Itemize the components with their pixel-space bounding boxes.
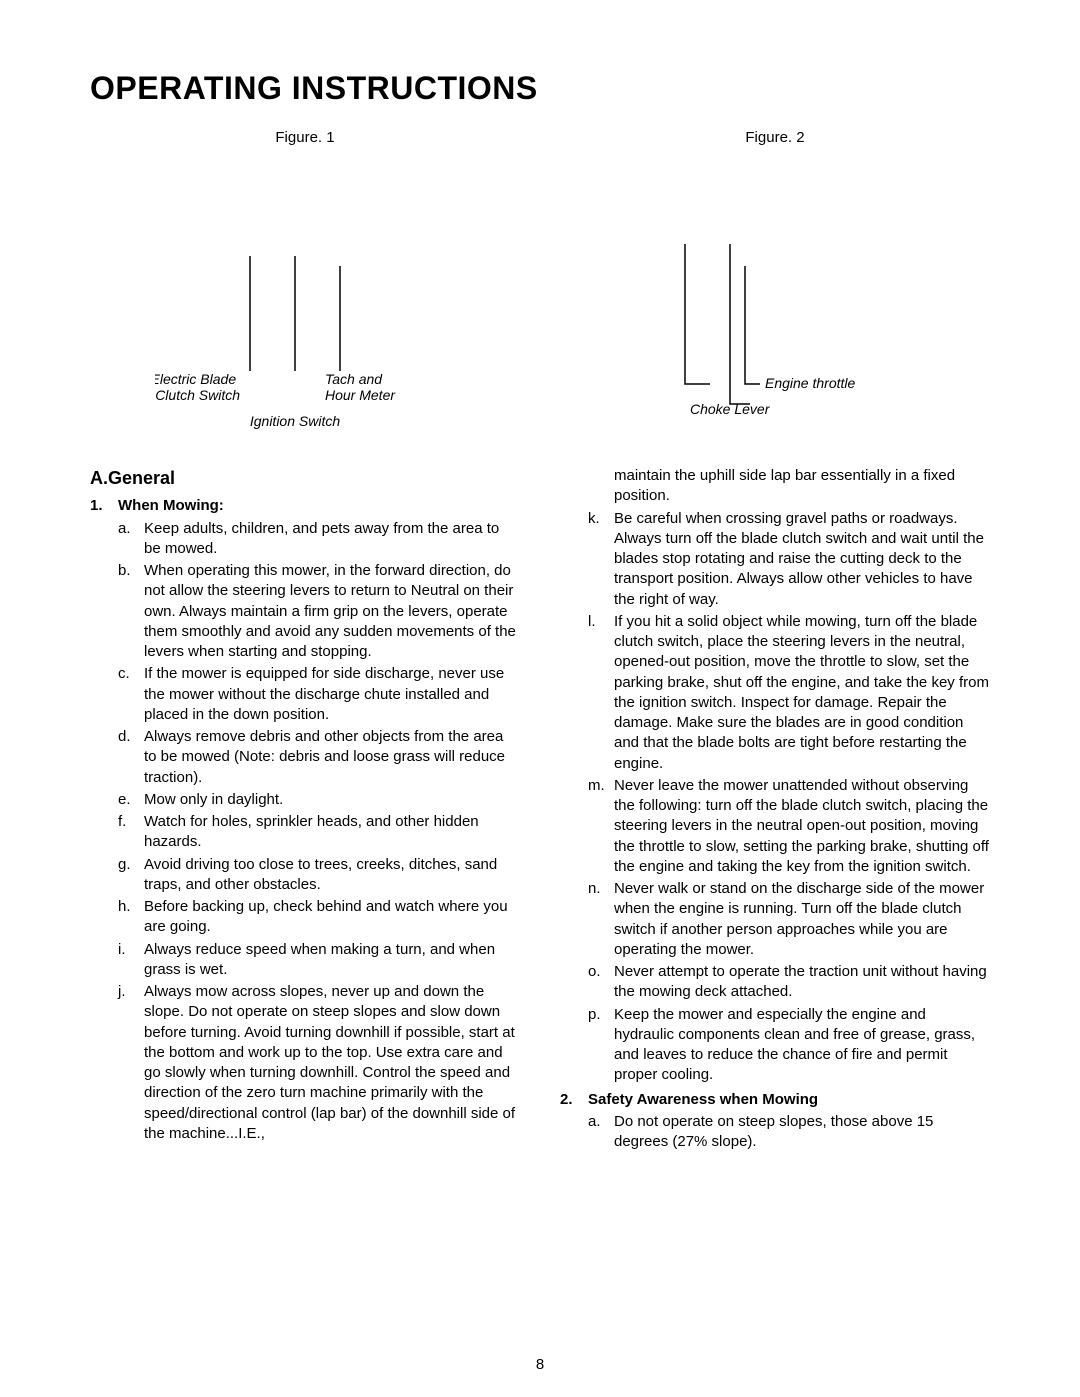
item-1-sublist-cont: k.Be careful when crossing gravel paths … — [588, 509, 990, 1086]
item-2a: a.Do not operate on steep slopes, those … — [614, 1112, 990, 1153]
svg-text:Tach and Hour Mete: Tach and Hour Meter — [325, 371, 396, 403]
item-1f: f.Watch for holes, sprinkler heads, and … — [144, 812, 520, 853]
document-page: OPERATING INSTRUCTIONS Figure. 1 Electri… — [0, 0, 1080, 1397]
figure-1-caption: Figure. 1 — [275, 129, 334, 146]
item-1m: m.Never leave the mower unattended witho… — [614, 776, 990, 877]
column-left: A.General 1. When Mowing: a.Keep adults,… — [90, 466, 520, 1156]
item-1i: i.Always reduce speed when making a turn… — [144, 940, 520, 981]
item-1: 1. When Mowing: a.Keep adults, children,… — [118, 496, 520, 1144]
fig1-label-ignition: Ignition Switch — [250, 413, 340, 429]
numbered-list-1-cont: k.Be careful when crossing gravel paths … — [560, 509, 990, 1153]
item-2-number: 2. — [560, 1090, 573, 1110]
figure-2: Figure. 2 Engine throttle Choke Lever — [560, 129, 990, 436]
item-1o: o.Never attempt to operate the traction … — [614, 962, 990, 1003]
page-number: 8 — [0, 1356, 1080, 1373]
item-1j-continuation: maintain the uphill side lap bar essenti… — [560, 466, 990, 507]
item-1l: l.If you hit a solid object while mowing… — [614, 612, 990, 774]
item-2-title: Safety Awareness when Mowing — [588, 1091, 818, 1108]
numbered-list-1: 1. When Mowing: a.Keep adults, children,… — [90, 496, 520, 1144]
body-columns: A.General 1. When Mowing: a.Keep adults,… — [90, 466, 990, 1156]
figure-1-diagram: Electric Blade Clutch Switch Tach and Ho… — [90, 156, 520, 436]
item-1j: j.Always mow across slopes, never up and… — [144, 982, 520, 1144]
column-right: maintain the uphill side lap bar essenti… — [560, 466, 990, 1156]
item-1d: d.Always remove debris and other objects… — [144, 727, 520, 788]
svg-text:Electric Blade Clu: Electric Blade Clutch Switch — [155, 371, 240, 403]
fig1-label-electric-blade-2: Clutch Switch — [155, 387, 240, 403]
item-1e: e.Mow only in daylight. — [144, 790, 520, 810]
item-1c: c.If the mower is equipped for side disc… — [144, 664, 520, 725]
item-2-sublist: a.Do not operate on steep slopes, those … — [588, 1112, 990, 1153]
fig2-label-engine-throttle: Engine throttle — [765, 375, 855, 391]
figure-1: Figure. 1 Electric Blade Clutch Switch T… — [90, 129, 520, 436]
item-1-sublist: a.Keep adults, children, and pets away f… — [118, 519, 520, 1145]
figure-2-diagram: Engine throttle Choke Lever — [560, 156, 990, 436]
item-2: 2. Safety Awareness when Mowing a.Do not… — [588, 1090, 990, 1153]
item-1-cont: k.Be careful when crossing gravel paths … — [588, 509, 990, 1086]
item-1-number: 1. — [90, 496, 103, 516]
fig1-label-tach-2: Hour Meter — [325, 387, 396, 403]
item-1-title: When Mowing: — [118, 497, 224, 514]
item-1k: k.Be careful when crossing gravel paths … — [614, 509, 990, 610]
item-1n: n.Never walk or stand on the discharge s… — [614, 879, 990, 960]
figure-2-caption: Figure. 2 — [745, 129, 804, 146]
fig2-label-choke-lever: Choke Lever — [690, 401, 771, 417]
item-1p: p.Keep the mower and especially the engi… — [614, 1005, 990, 1086]
item-1h: h.Before backing up, check behind and wa… — [144, 897, 520, 938]
item-1a: a.Keep adults, children, and pets away f… — [144, 519, 520, 560]
section-a-heading: A.General — [90, 466, 520, 490]
fig1-label-tach-1: Tach and — [325, 371, 383, 387]
fig1-label-electric-blade-1: Electric Blade — [155, 371, 236, 387]
page-title: OPERATING INSTRUCTIONS — [90, 70, 990, 107]
item-1b: b.When operating this mower, in the forw… — [144, 561, 520, 662]
item-1g: g.Avoid driving too close to trees, cree… — [144, 855, 520, 896]
figures-row: Figure. 1 Electric Blade Clutch Switch T… — [90, 129, 990, 436]
